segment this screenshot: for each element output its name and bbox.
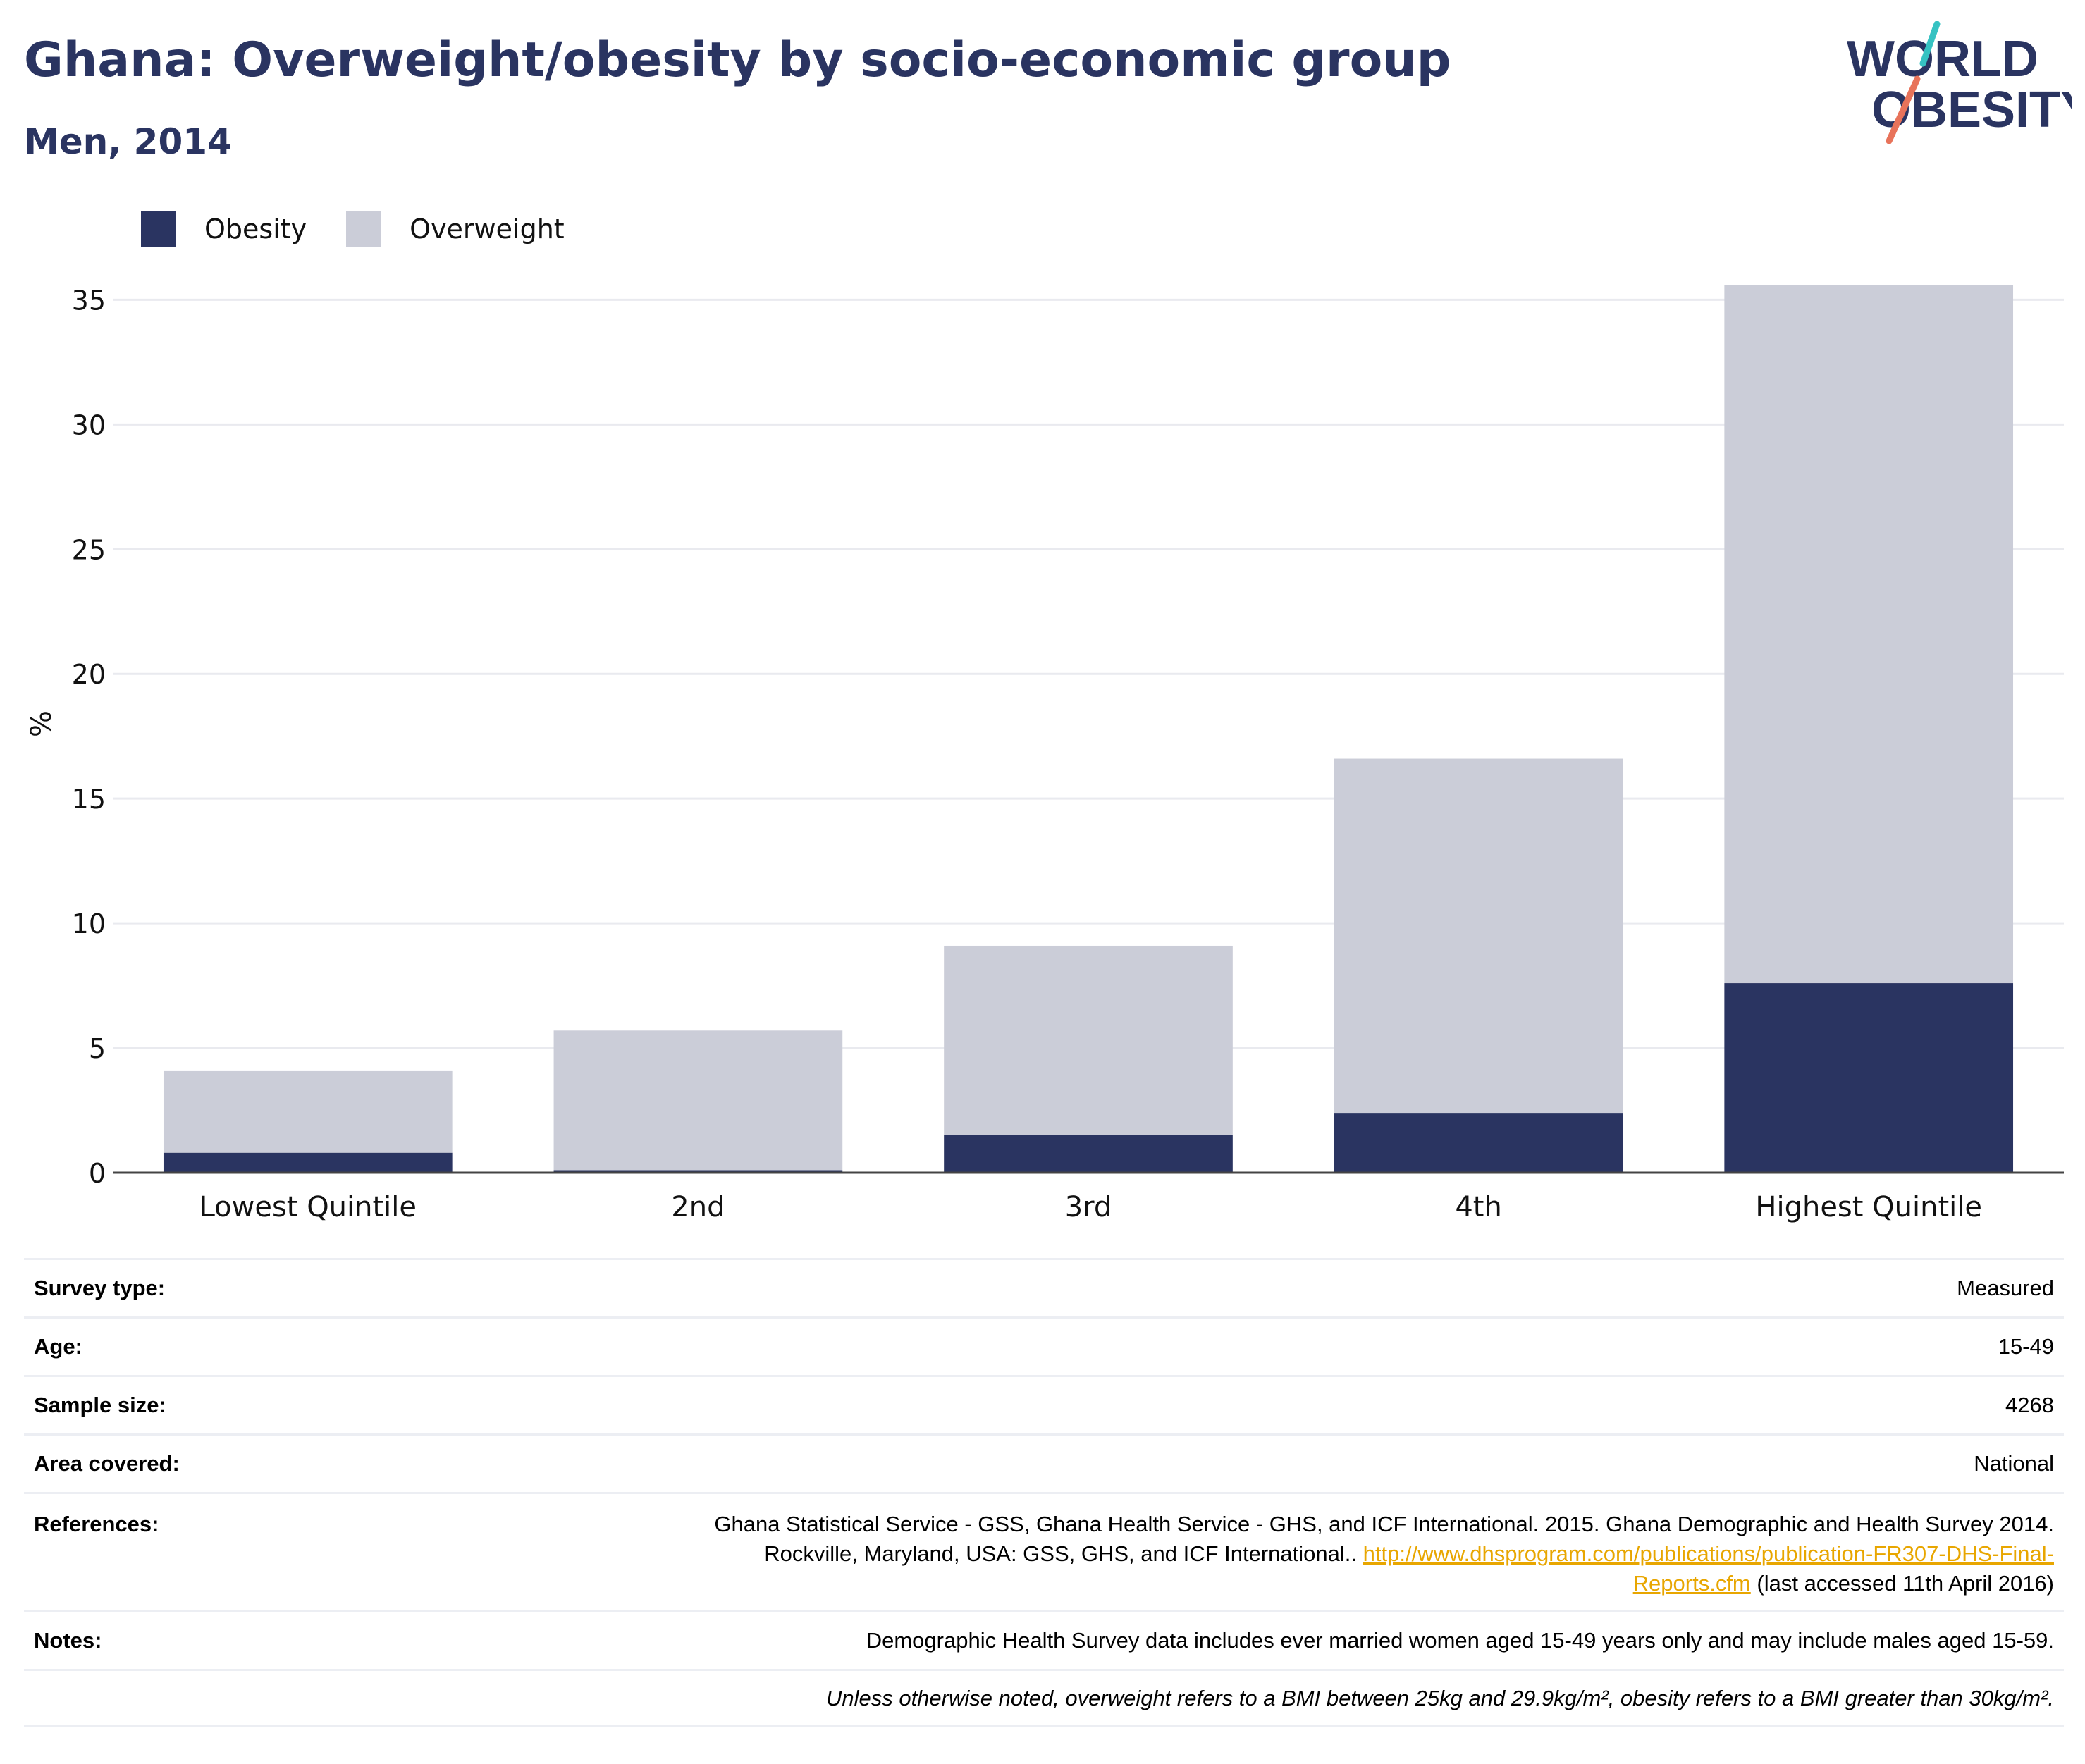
info-label: Sample size:	[34, 1393, 166, 1417]
bar-overweight	[1334, 758, 1623, 1114]
x-tick-label: 3rd	[1065, 1191, 1112, 1223]
bar-obesity	[1724, 983, 2014, 1173]
info-value: National	[1974, 1451, 2054, 1476]
x-tick-label: 2nd	[671, 1191, 725, 1223]
legend: Obesity Overweight	[141, 211, 604, 247]
info-label: Age:	[34, 1334, 82, 1359]
logo-accent-teal	[1919, 21, 1941, 67]
bar-overweight	[553, 1030, 843, 1171]
y-tick-label: 15	[72, 784, 106, 815]
bar-obesity	[944, 1135, 1233, 1173]
info-value: 4268	[2005, 1393, 2054, 1417]
x-tick-label: Lowest Quintile	[199, 1191, 417, 1223]
logo-text-line1: WORLD	[1847, 31, 2038, 87]
info-label: Area covered:	[34, 1451, 180, 1476]
info-label: Notes:	[34, 1628, 102, 1653]
info-value: Demographic Health Survey data includes …	[866, 1628, 2054, 1653]
legend-swatch-obesity	[141, 211, 176, 247]
legend-swatch-overweight	[346, 211, 382, 247]
bar-obesity	[1334, 1113, 1623, 1173]
y-tick-label: 5	[89, 1033, 106, 1064]
bar-overweight	[944, 945, 1233, 1135]
x-tick-label: Highest Quintile	[1755, 1191, 1982, 1223]
bar-chart: 0 5 10 15 20 25 30 35% Lowest Quintile 2nd 3rd 4th H…	[25, 285, 2064, 1223]
legend-item-obesity[interactable]: Obesity	[141, 211, 307, 247]
references-link[interactable]: http://www.dhsprogram.com/publications/p…	[1363, 1541, 2054, 1566]
info-value: Measured	[1957, 1276, 2054, 1300]
references-citation: Ghana Statistical Service - GSS, Ghana H…	[714, 1512, 2054, 1536]
references-text: Ghana Statistical Service - GSS, Ghana H…	[433, 1510, 2054, 1598]
y-axis-label: %	[25, 710, 58, 737]
references-link-continued[interactable]: Reports.cfm	[1632, 1571, 1751, 1596]
info-value: 15-49	[1998, 1334, 2054, 1359]
y-tick-label: 20	[72, 659, 106, 690]
info-row-references: References: Ghana Statistical Service - …	[24, 1492, 2064, 1610]
logo-accent-coral	[1886, 75, 1921, 144]
legend-label-overweight: Overweight	[410, 214, 565, 245]
references-publisher: Rockville, Maryland, USA: GSS, GHS, and …	[764, 1541, 1358, 1566]
bar-obesity	[163, 1152, 453, 1173]
chart-subtitle: Men, 2014	[24, 121, 232, 162]
info-row-sample-size: Sample size: 4268	[24, 1375, 2064, 1433]
bar-overweight	[1724, 285, 2014, 984]
y-tick-label: 10	[72, 908, 106, 939]
legend-item-overweight[interactable]: Overweight	[346, 211, 565, 247]
info-row-age: Age: 15-49	[24, 1316, 2064, 1375]
chart-title: Ghana: Overweight/obesity by socio-econo…	[24, 32, 1451, 88]
world-obesity-logo: WORLD OBESITY	[1847, 21, 2072, 144]
bar-obesity	[553, 1170, 843, 1173]
info-row-area-covered: Area covered: National	[24, 1433, 2064, 1492]
y-tick-label: 30	[72, 409, 106, 440]
bar-overweight	[163, 1070, 453, 1153]
y-tick-label: 0	[89, 1158, 106, 1189]
legend-label-obesity: Obesity	[204, 214, 307, 245]
x-tick-label: 4th	[1455, 1191, 1501, 1223]
y-tick-label: 25	[72, 534, 106, 565]
info-table: Survey type: Measured Age: 15-49 Sample …	[24, 1258, 2064, 1727]
info-label: References:	[34, 1512, 159, 1536]
y-tick-label: 35	[72, 285, 106, 316]
info-row-notes: Notes: Demographic Health Survey data in…	[24, 1610, 2064, 1669]
info-row-survey-type: Survey type: Measured	[24, 1258, 2064, 1316]
bmi-definition-note: Unless otherwise noted, overweight refer…	[825, 1685, 2054, 1710]
info-label: Survey type:	[34, 1276, 166, 1300]
references-accessed: (last accessed 11th April 2016)	[1757, 1571, 2054, 1596]
info-row-definition: Unless otherwise noted, overweight refer…	[24, 1669, 2064, 1727]
